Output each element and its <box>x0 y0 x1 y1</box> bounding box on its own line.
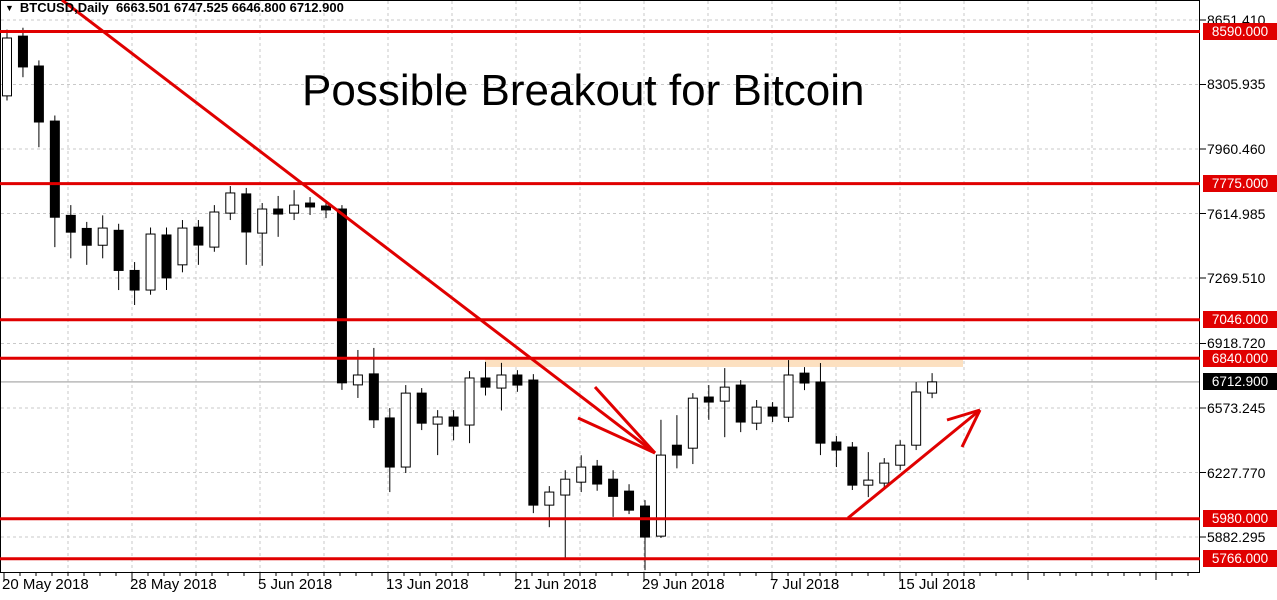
candle-bullish <box>576 466 587 483</box>
candle-bearish <box>113 229 124 271</box>
candle-bearish <box>815 381 826 444</box>
price-level-badge: 6840.000 <box>1203 349 1277 367</box>
date-label: 29 Jun 2018 <box>642 576 725 593</box>
descending-trendline[interactable] <box>61 0 656 455</box>
price-level-badge: 8590.000 <box>1203 22 1277 40</box>
candle-bearish <box>65 214 76 233</box>
candle-bullish <box>895 444 906 466</box>
candle-bearish <box>161 234 172 279</box>
candle-bearish <box>671 444 682 456</box>
candle-bullish <box>352 374 363 386</box>
candle-bearish <box>129 269 140 291</box>
date-label: 21 Jun 2018 <box>514 576 597 593</box>
candle-bearish <box>608 478 619 497</box>
candle-bearish <box>416 392 427 424</box>
candle-bullish <box>719 386 730 402</box>
candle-bullish <box>464 377 475 426</box>
price-tick-label: 7269.510 <box>1207 270 1266 286</box>
symbol-dropdown-icon: ▼ <box>5 3 14 13</box>
price-tick-label: 7614.985 <box>1207 205 1266 222</box>
candle-bullish <box>289 204 300 214</box>
candle-bullish <box>225 192 236 214</box>
candle-bearish <box>17 35 28 68</box>
price-level-badge: 5766.000 <box>1203 550 1277 568</box>
candle-bearish <box>336 208 347 384</box>
candle-bullish <box>560 478 571 496</box>
candle-bullish <box>863 479 874 486</box>
chart-annotation-title: Possible Breakout for Bitcoin <box>302 66 865 115</box>
price-level-badge: 7775.000 <box>1203 175 1277 193</box>
candle-bullish <box>687 397 698 449</box>
candle-bullish <box>879 462 890 484</box>
ohlc-open: 6663.501 <box>116 0 171 15</box>
date-label: 7 Jul 2018 <box>770 576 840 593</box>
current-price-badge: 6712.900 <box>1203 373 1277 391</box>
date-label: 28 May 2018 <box>130 576 217 593</box>
price-tick-label: 7960.460 <box>1207 140 1266 157</box>
price-tick-label: 8305.935 <box>1207 76 1266 93</box>
candle-bearish <box>847 446 858 486</box>
date-label: 13 Jun 2018 <box>386 576 469 593</box>
candle-bearish <box>241 193 252 233</box>
candle-bearish <box>33 65 44 123</box>
candle-bullish <box>655 454 666 537</box>
candle-bearish <box>305 202 316 208</box>
candle-bearish <box>624 490 635 511</box>
price-level-badge: 5980.000 <box>1203 510 1277 528</box>
candle-bearish <box>799 372 810 384</box>
candle-bullish <box>544 491 555 506</box>
candle-bullish <box>2 37 12 97</box>
candle-bearish <box>735 384 746 423</box>
candle-bullish <box>257 208 268 234</box>
descending-trendline[interactable] <box>577 416 656 455</box>
date-label: 20 May 2018 <box>2 576 89 593</box>
candle-bearish <box>592 465 603 485</box>
candle-bearish <box>831 441 842 451</box>
price-level-badge: 7046.000 <box>1203 311 1277 329</box>
ohlc-low: 6646.800 <box>231 0 286 15</box>
candle-bullish <box>97 227 108 246</box>
price-tick-label: 6227.770 <box>1207 464 1266 481</box>
ohlc-close: 6712.900 <box>289 0 344 15</box>
descending-trendline[interactable] <box>593 385 657 455</box>
candle-bearish <box>703 396 714 403</box>
candle-bearish <box>368 373 379 421</box>
candle-bearish <box>528 379 539 506</box>
candle-bearish <box>512 374 523 386</box>
candle-bullish <box>432 416 443 425</box>
candle-bearish <box>448 416 459 427</box>
candle-bullish <box>783 374 794 418</box>
date-label: 5 Jun 2018 <box>258 576 333 593</box>
candle-bearish <box>384 417 395 468</box>
candle-bearish <box>321 205 331 211</box>
candle-bullish <box>751 406 762 424</box>
symbol-label: BTCUSD,Daily <box>19 0 109 15</box>
price-tick-label: 6573.245 <box>1207 399 1266 416</box>
candle-bullish <box>496 374 507 389</box>
candle-bullish <box>177 227 188 266</box>
candle-bearish <box>767 406 778 417</box>
candle-bearish <box>640 505 650 538</box>
candle-bullish <box>145 233 156 291</box>
ohlc-high: 6747.525 <box>173 0 229 15</box>
price-tick-label: 5882.295 <box>1207 529 1266 545</box>
breakout-arrow[interactable] <box>960 409 982 448</box>
candle-bearish <box>480 377 491 388</box>
candle-bearish <box>81 227 92 246</box>
candle-bullish <box>209 211 220 248</box>
price-tick-label: 6918.720 <box>1207 335 1266 352</box>
symbol-info-bar: ▼ BTCUSD,Daily 6663.501 6747.525 6646.800… <box>5 0 344 15</box>
candle-bearish <box>49 120 60 218</box>
breakout-arrow[interactable] <box>847 408 981 520</box>
candle-bullish <box>911 391 922 446</box>
candle-bullish <box>927 381 938 394</box>
candle-bullish <box>400 392 411 468</box>
candle-bearish <box>193 226 204 246</box>
candle-bearish <box>273 208 284 215</box>
date-label: 15 Jul 2018 <box>898 576 976 593</box>
breakout-arrow[interactable] <box>946 408 981 422</box>
breakout-zone-band[interactable] <box>485 358 963 367</box>
